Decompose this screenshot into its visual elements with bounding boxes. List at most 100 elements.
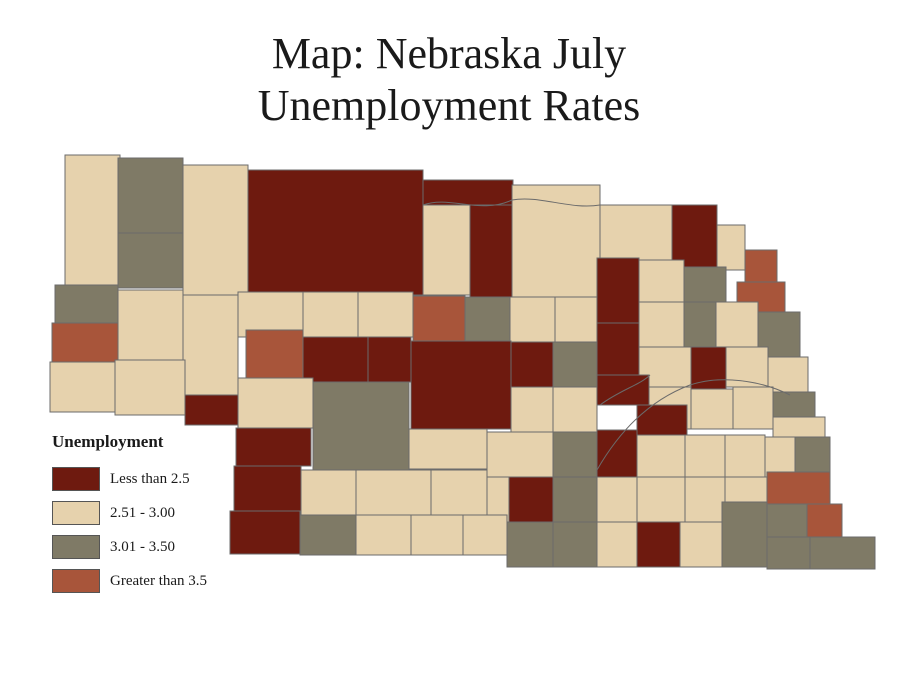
county [638,259,685,303]
legend-swatch [52,535,100,559]
county [509,296,556,343]
county [469,204,513,298]
county [636,404,688,436]
county [464,296,511,343]
county [430,469,488,516]
county [552,521,598,568]
county [636,521,681,568]
county [506,521,554,568]
county [245,329,304,379]
county [299,514,357,556]
county [721,501,768,568]
county [117,157,184,234]
county [772,416,826,438]
county [596,521,638,568]
county [684,476,726,523]
county [767,356,809,393]
river-line [422,198,601,207]
county [554,296,598,343]
county [510,386,554,433]
county [184,394,239,426]
county [766,536,811,570]
county [690,388,734,430]
legend-item: 2.51 - 3.00 [52,496,207,530]
legend-label: Less than 2.5 [110,470,190,487]
county [638,301,685,348]
county [355,514,412,556]
county [596,257,640,324]
county [683,266,727,303]
county [511,184,601,298]
county [679,521,723,568]
county [596,429,638,478]
county [684,434,726,478]
county [744,249,778,283]
county [766,471,831,505]
county [64,154,121,286]
county [237,377,314,429]
county [732,386,774,430]
county [715,301,759,348]
county [683,301,717,348]
legend-swatch [52,569,100,593]
county [725,346,769,388]
county [408,428,488,470]
county [552,476,598,523]
legend-swatch [52,501,100,525]
county [422,204,471,296]
county [510,341,554,388]
county [410,514,464,556]
legend-item: Less than 2.5 [52,462,207,496]
county [54,284,119,326]
county [636,434,686,478]
county [596,322,640,376]
county [636,476,686,523]
county [114,359,186,416]
title-line-1: Map: Nebraska July [271,29,627,78]
county [229,510,301,555]
legend-label: 2.51 - 3.00 [110,504,175,521]
legend-label: Greater than 3.5 [110,572,208,589]
county [410,340,512,430]
county [247,169,424,296]
county [233,465,302,512]
legend-label: 3.01 - 3.50 [110,538,175,555]
county [367,336,412,383]
county [49,361,116,413]
county [794,436,831,473]
legend: Unemployment Less than 2.5 2.51 - 3.00 3… [52,432,207,598]
county [182,164,249,296]
county [809,536,876,570]
county [117,289,184,361]
county [764,436,796,478]
legend-swatch [52,467,100,491]
county [806,503,843,538]
river-line [596,379,791,471]
county [302,336,369,383]
county [716,224,746,271]
county [412,295,466,342]
county [599,204,673,261]
county [552,431,598,478]
county [508,476,554,523]
county [552,386,598,433]
county [355,469,432,516]
county [486,431,554,478]
county [312,381,410,471]
county [357,291,414,338]
legend-heading: Unemployment [52,432,164,451]
county [182,294,239,396]
legend-item: Greater than 3.5 [52,564,207,598]
county [724,476,768,503]
county [300,469,357,516]
county [552,341,598,388]
map-title: Map: Nebraska July Unemployment Rates [0,28,898,132]
title-line-2: Unemployment Rates [257,81,641,130]
county [462,514,508,556]
river-line [599,374,651,406]
county [235,427,312,467]
county [117,232,184,289]
county [671,204,718,268]
county [772,391,816,418]
